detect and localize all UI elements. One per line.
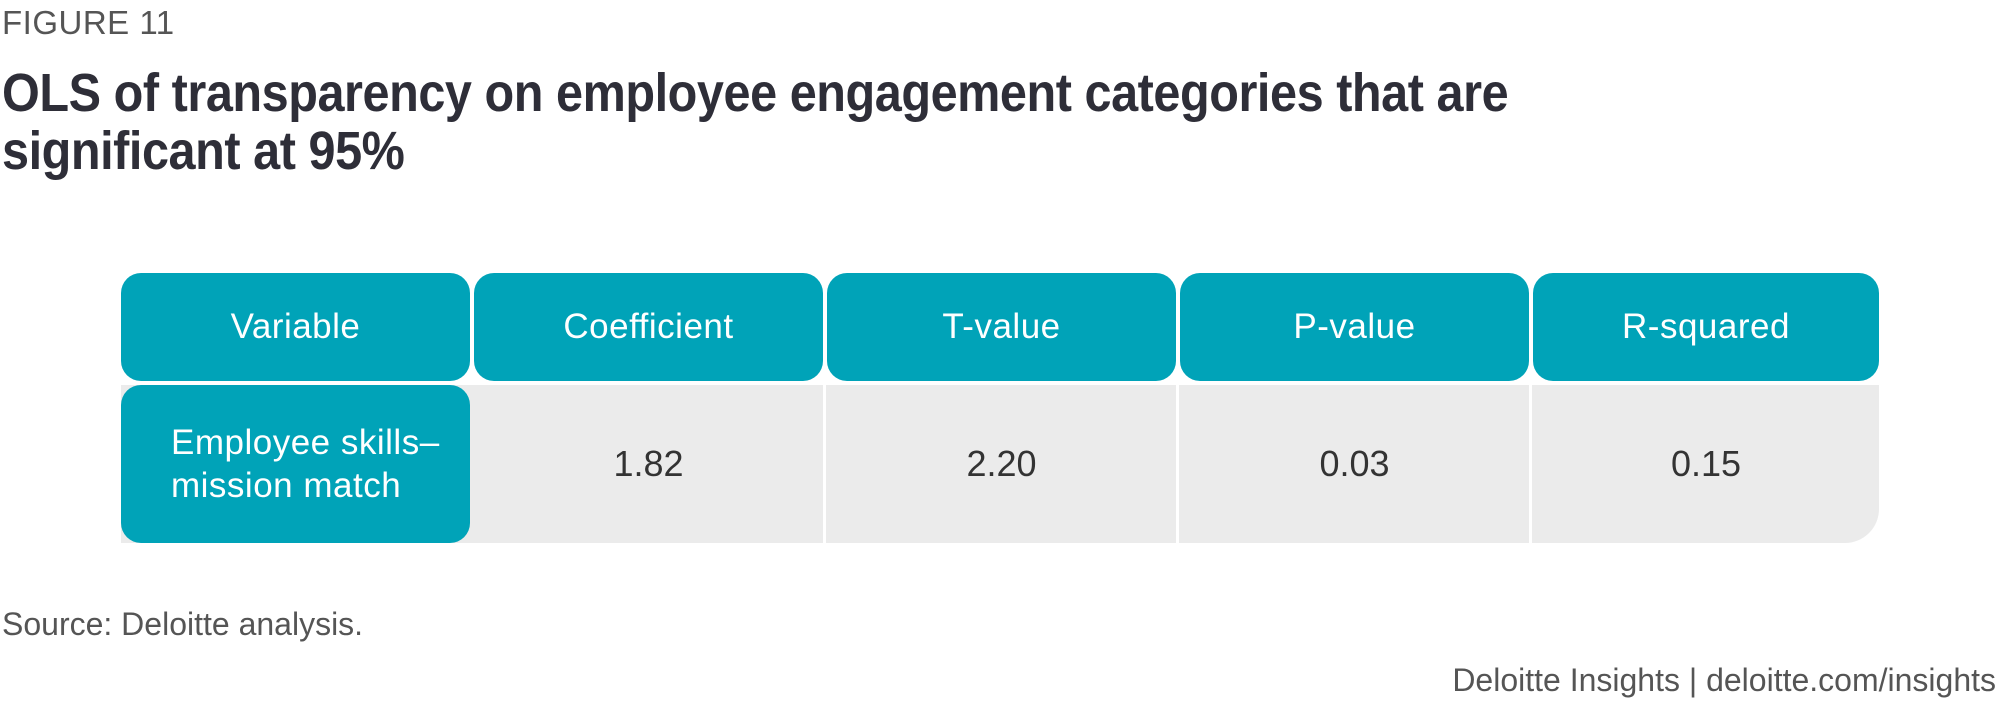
results-table: Variable Coefficient T-value P-value R-s… — [121, 273, 1879, 543]
header-variable: Variable — [121, 273, 470, 381]
header-t-value: T-value — [827, 273, 1176, 381]
cell-p-value: 0.03 — [1319, 443, 1390, 484]
cell-r-squared: 0.15 — [1670, 443, 1742, 484]
row-label-variable: Employee skills–mission match — [121, 385, 470, 543]
cell-t-value: 2.20 — [966, 443, 1037, 484]
column-divider — [1529, 385, 1532, 543]
header-coefficient: Coefficient — [474, 273, 823, 381]
credit-line: Deloitte Insights | deloitte.com/insight… — [1452, 662, 1996, 698]
cell-coefficient: 1.82 — [613, 443, 684, 484]
column-divider — [823, 385, 826, 543]
source-note: Source: Deloitte analysis. — [2, 606, 364, 642]
header-p-value: P-value — [1180, 273, 1529, 381]
figure-label: FIGURE 11 — [2, 4, 175, 41]
column-divider — [1176, 385, 1179, 543]
header-r-squared: R-squared — [1533, 273, 1879, 381]
chart-title: OLS of transparency on employee engageme… — [2, 63, 1509, 181]
